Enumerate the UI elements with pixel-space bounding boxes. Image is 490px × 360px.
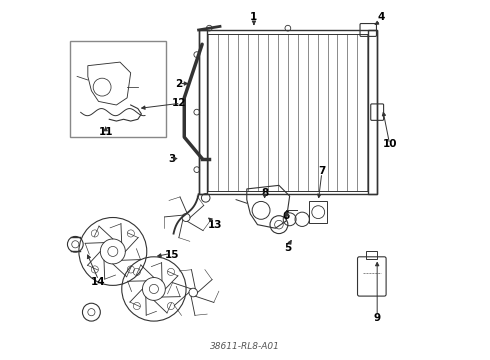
Text: 4: 4 xyxy=(377,13,385,22)
Text: 13: 13 xyxy=(207,220,222,230)
Text: 1: 1 xyxy=(250,13,258,22)
Text: 15: 15 xyxy=(165,250,179,260)
Text: 10: 10 xyxy=(382,139,397,149)
Text: 38611-RL8-A01: 38611-RL8-A01 xyxy=(210,342,280,351)
Text: 8: 8 xyxy=(261,188,268,198)
Text: 11: 11 xyxy=(98,127,113,137)
Text: 6: 6 xyxy=(282,211,290,221)
Text: 3: 3 xyxy=(168,154,175,163)
Text: 9: 9 xyxy=(373,312,381,323)
Bar xyxy=(70,41,167,137)
Text: 2: 2 xyxy=(175,78,183,89)
Text: 14: 14 xyxy=(91,277,106,287)
Text: 12: 12 xyxy=(172,98,186,108)
Text: 5: 5 xyxy=(284,243,292,253)
Text: 7: 7 xyxy=(318,166,325,176)
